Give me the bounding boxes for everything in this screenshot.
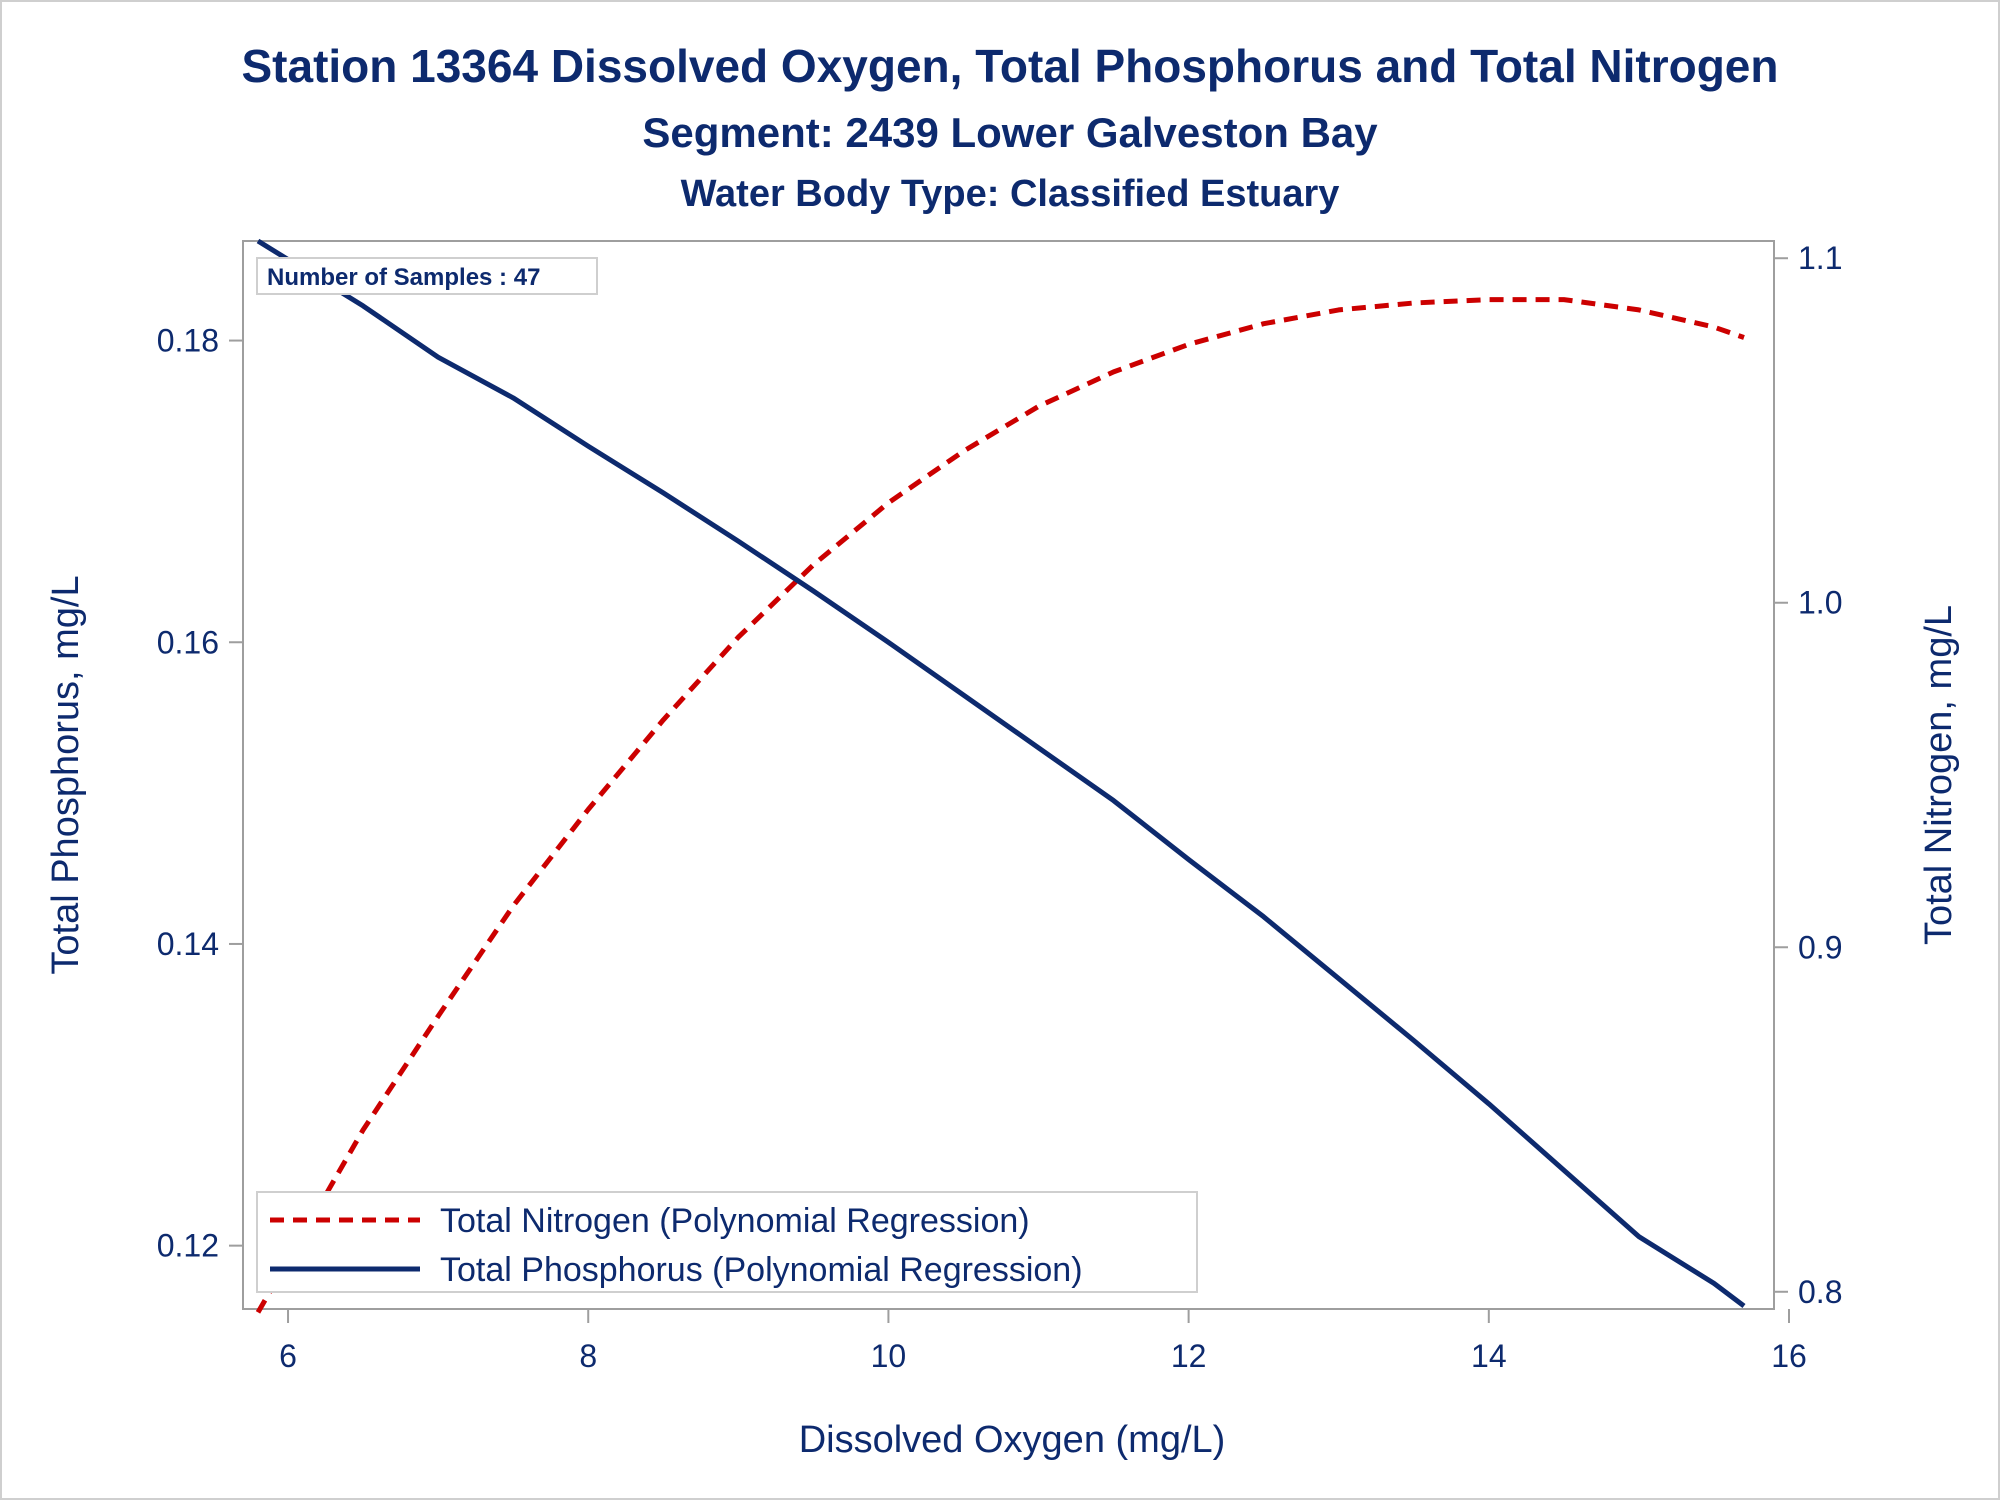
legend: Total Nitrogen (Polynomial Regression) T… [256, 1191, 1198, 1293]
chart-subtitle: Segment: 2439 Lower Galveston Bay [642, 109, 1378, 156]
series-line-total-phosphorus [256, 238, 1746, 1308]
chart-title: Station 13364 Dissolved Oxygen, Total Ph… [241, 40, 1778, 92]
x-tick-label: 10 [871, 1338, 907, 1374]
x-tick-label: 6 [279, 1338, 297, 1374]
x-tick-label: 12 [1171, 1338, 1207, 1374]
y-left-tick-label: 0.12 [157, 1228, 219, 1264]
x-tick-label: 14 [1471, 1338, 1507, 1374]
x-axis-label: Dissolved Oxygen (mg/L) [799, 1419, 1226, 1461]
legend-label-nitrogen: Total Nitrogen (Polynomial Regression) [440, 1202, 1030, 1240]
y-right-tick-label: 0.8 [1798, 1274, 1842, 1310]
y-left-axis-ticks: 0.12 0.14 0.16 0.18 [157, 323, 243, 1264]
y-left-tick-label: 0.18 [157, 323, 219, 359]
y-left-axis-label: Total Phosphorus, mg/L [45, 575, 87, 974]
plot-area [242, 240, 1775, 1310]
samples-annotation-box [256, 257, 598, 295]
x-tick-label: 8 [579, 1338, 597, 1374]
x-tick-label: 16 [1771, 1338, 1807, 1374]
y-right-axis-label: Total Nitrogen, mg/L [1918, 605, 1960, 945]
y-right-axis-ticks: 0.8 0.9 1.0 1.1 [1774, 240, 1842, 1310]
y-right-tick-label: 1.1 [1798, 240, 1842, 276]
y-right-tick-label: 1.0 [1798, 585, 1842, 621]
samples-annotation-text: Number of Samples : 47 [267, 264, 540, 291]
legend-label-phosphorus: Total Phosphorus (Polynomial Regression) [440, 1251, 1083, 1289]
y-left-tick-label: 0.14 [157, 926, 219, 962]
samples-annotation: Number of Samples : 47 [256, 257, 598, 295]
chart-subtitle-2: Water Body Type: Classified Estuary [681, 173, 1340, 215]
series-line-total-nitrogen [255, 297, 1745, 1314]
y-right-tick-label: 0.9 [1798, 929, 1842, 965]
x-axis-ticks: 6 8 10 12 14 16 [279, 1309, 1807, 1374]
series-lines [255, 238, 1746, 1314]
y-left-tick-label: 0.16 [157, 624, 219, 660]
legend-box [256, 1191, 1198, 1293]
